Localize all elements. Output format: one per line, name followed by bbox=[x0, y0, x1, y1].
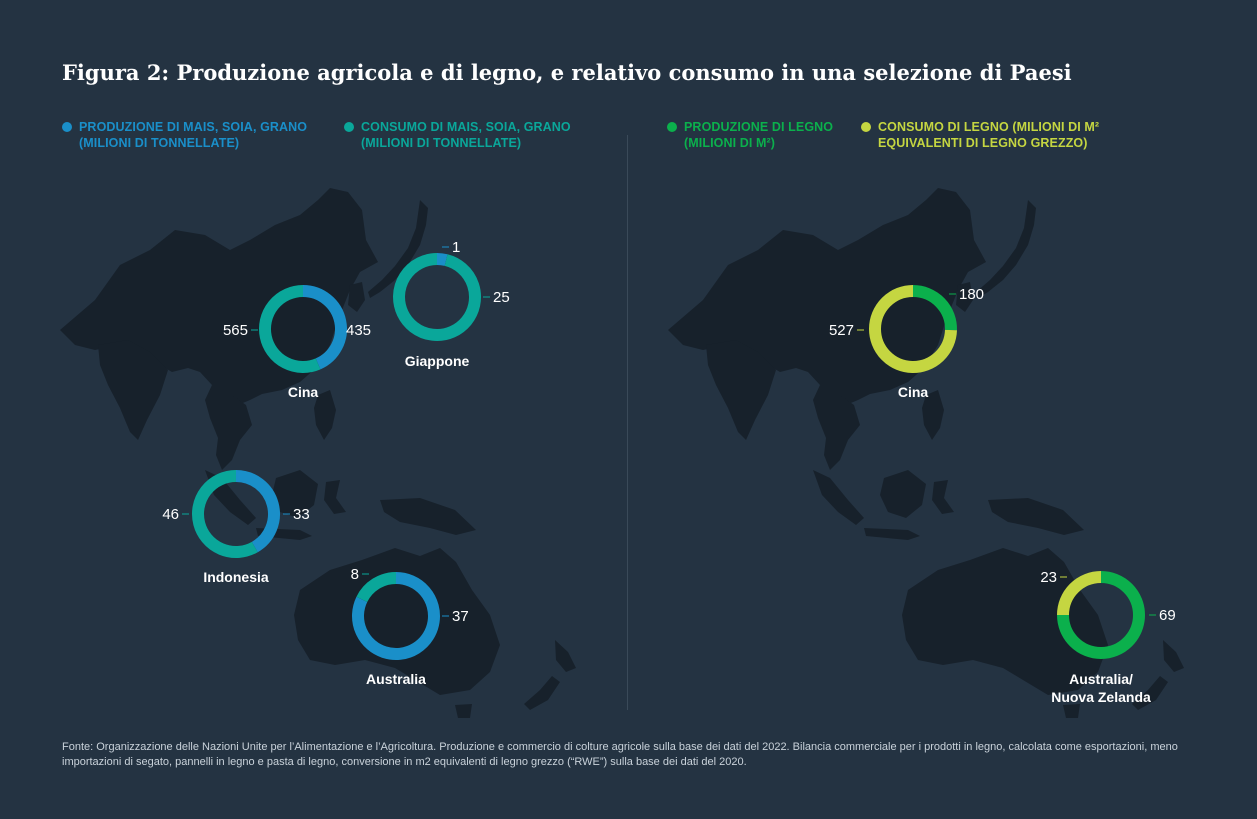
legend-wood-production: PRODUZIONE DI LEGNO (MILIONI DI M²) bbox=[667, 119, 834, 151]
data-label-production: 33 bbox=[293, 506, 310, 523]
data-label-production: 69 bbox=[1159, 607, 1176, 624]
legend-label-line-1: CONSUMO DI MAIS, SOIA, GRANO bbox=[361, 120, 571, 134]
korea-shape bbox=[348, 282, 365, 312]
australia-shape bbox=[902, 548, 1108, 695]
asia-pacific-map-right bbox=[668, 188, 1184, 718]
legend-label-line-2: EQUIVALENTI DI LEGNO GREZZO) bbox=[878, 136, 1088, 150]
slice-production bbox=[1057, 571, 1145, 659]
borneo-shape bbox=[880, 470, 926, 518]
donut-crops-0: 435 565 Cina bbox=[223, 285, 371, 400]
legend-label-line-2: (MILIONI DI M²) bbox=[684, 136, 776, 150]
slice-consumption bbox=[258, 285, 321, 373]
borneo-shape bbox=[272, 470, 318, 518]
data-label-consumption: 527 bbox=[829, 322, 854, 339]
japan-shape bbox=[368, 200, 428, 298]
legend-dot-icon bbox=[667, 122, 677, 132]
india-shape bbox=[706, 340, 776, 440]
china-mainland-shape bbox=[60, 188, 378, 405]
slice-consumption bbox=[192, 470, 258, 558]
donut-crops-1: 1 25 Giappone bbox=[393, 239, 510, 369]
sulawesi-shape bbox=[324, 480, 346, 514]
data-label-consumption: 23 bbox=[1040, 569, 1057, 586]
country-label: Australia bbox=[366, 671, 426, 687]
india-shape bbox=[98, 340, 168, 440]
slice-consumption bbox=[869, 285, 957, 373]
data-label-consumption: 8 bbox=[351, 566, 359, 583]
country-label: Giappone bbox=[405, 353, 470, 369]
slice-production bbox=[436, 252, 448, 266]
country-label: Cina bbox=[288, 384, 319, 400]
data-label-production: 37 bbox=[452, 608, 469, 625]
data-label-consumption: 565 bbox=[223, 322, 248, 339]
country-label: Indonesia bbox=[203, 569, 269, 585]
legend-dot-icon bbox=[344, 122, 354, 132]
china-mainland-shape bbox=[668, 188, 986, 405]
data-label-production: 180 bbox=[959, 286, 984, 303]
indochina-shape bbox=[205, 385, 252, 470]
legend-label-line-2: (MILIONI DI TONNELLATE) bbox=[361, 136, 522, 150]
legend-crop-production: PRODUZIONE DI MAIS, SOIA, GRANO (MILIONI… bbox=[62, 119, 308, 151]
chart-title: Figura 2: Produzione agricola e di legno… bbox=[62, 60, 1072, 85]
slice-production bbox=[235, 470, 280, 553]
country-label: Nuova Zelanda bbox=[1051, 689, 1151, 705]
legend-label-line-1: PRODUZIONE DI MAIS, SOIA, GRANO bbox=[79, 120, 308, 134]
philippines-shape bbox=[922, 390, 944, 440]
new-guinea-shape bbox=[380, 498, 476, 535]
asia-pacific-map-left bbox=[60, 188, 576, 718]
donut-crops-2: 33 46 Indonesia bbox=[162, 470, 310, 585]
legend-crop-consumption: CONSUMO DI MAIS, SOIA, GRANO (MILIONI DI… bbox=[344, 119, 571, 151]
sulawesi-shape bbox=[932, 480, 954, 514]
korea-shape bbox=[956, 282, 973, 312]
data-label-consumption: 46 bbox=[162, 506, 179, 523]
legend-dot-icon bbox=[861, 122, 871, 132]
data-label-consumption: 25 bbox=[493, 289, 510, 306]
slice-production bbox=[302, 285, 347, 370]
slice-production bbox=[352, 572, 440, 660]
tasmania-shape bbox=[455, 704, 472, 718]
footnote: Fonte: Organizzazione delle Nazioni Unit… bbox=[62, 741, 1178, 768]
tasmania-shape bbox=[1063, 704, 1080, 718]
country-label: Cina bbox=[898, 384, 929, 400]
panel-divider bbox=[627, 135, 628, 710]
data-label-production: 435 bbox=[346, 322, 371, 339]
legend-label-line-1: PRODUZIONE DI LEGNO bbox=[684, 120, 834, 134]
legend-label-line-2: (MILIONI DI TONNELLATE) bbox=[79, 136, 240, 150]
japan-shape bbox=[976, 200, 1036, 298]
philippines-shape bbox=[314, 390, 336, 440]
slice-production bbox=[912, 285, 957, 331]
new-guinea-shape bbox=[988, 498, 1084, 535]
sumatra-shape bbox=[813, 470, 864, 525]
indochina-shape bbox=[813, 385, 860, 470]
slice-consumption bbox=[356, 572, 397, 603]
slice-consumption bbox=[393, 253, 482, 341]
new-zealand-shape bbox=[524, 640, 576, 710]
donut-charts: 435 565 Cina 1 25 Giappone 33 46 Indonesia 37 8 Aus… bbox=[162, 239, 1175, 705]
donut-wood-0: 180 527 Cina bbox=[829, 285, 984, 400]
legend-wood-consumption: CONSUMO DI LEGNO (MILIONI DI M² EQUIVALE… bbox=[861, 119, 1100, 151]
donut-wood-1: 69 23 Australia/Nuova Zelanda bbox=[1040, 569, 1175, 705]
country-label: Australia/ bbox=[1069, 671, 1133, 687]
australia-shape bbox=[294, 548, 500, 695]
slice-consumption bbox=[1057, 571, 1102, 616]
donut-crops-3: 37 8 Australia bbox=[351, 566, 469, 687]
data-label-production: 1 bbox=[452, 239, 460, 256]
legend-label-line-1: CONSUMO DI LEGNO (MILIONI DI M² bbox=[878, 120, 1100, 134]
new-zealand-shape bbox=[1132, 640, 1184, 710]
legend-dot-icon bbox=[62, 122, 72, 132]
java-shape bbox=[864, 528, 920, 540]
